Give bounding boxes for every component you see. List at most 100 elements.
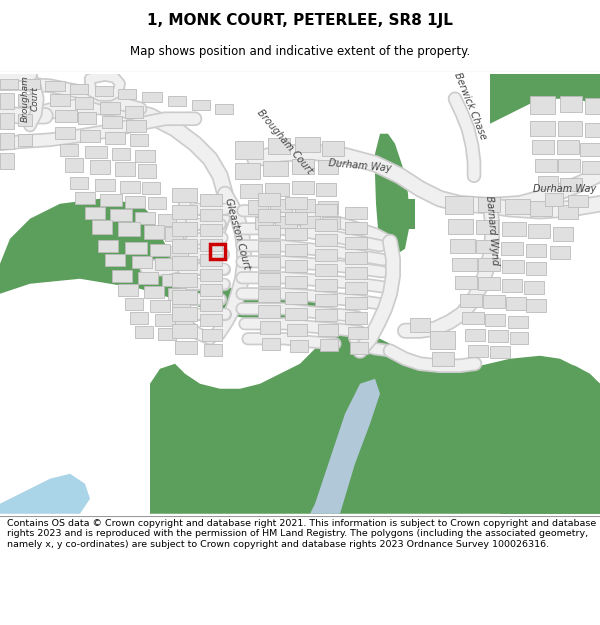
Bar — [476, 240, 498, 252]
Bar — [545, 192, 563, 206]
Bar — [18, 94, 32, 106]
Bar — [502, 222, 526, 236]
Bar — [168, 96, 186, 106]
Bar — [295, 199, 315, 212]
Bar — [150, 300, 170, 312]
Bar — [240, 184, 262, 198]
Bar — [158, 328, 176, 340]
Bar — [0, 152, 14, 169]
Bar — [135, 326, 153, 338]
Bar — [348, 327, 368, 339]
Bar — [118, 89, 136, 99]
Bar — [138, 272, 158, 284]
Bar — [285, 212, 307, 224]
Bar — [268, 138, 290, 154]
Bar — [580, 142, 600, 156]
Bar — [55, 127, 75, 139]
Bar — [345, 282, 367, 294]
Bar — [560, 96, 582, 112]
Bar — [292, 181, 314, 194]
Bar — [502, 279, 522, 292]
Bar — [506, 297, 526, 310]
Bar — [505, 199, 530, 214]
Bar — [318, 201, 338, 214]
Bar — [200, 299, 222, 311]
Bar — [478, 197, 500, 212]
Bar — [0, 112, 14, 129]
Bar — [410, 318, 430, 332]
Bar — [125, 242, 147, 254]
Bar — [200, 209, 222, 221]
Bar — [162, 274, 180, 286]
Bar — [200, 254, 222, 266]
Polygon shape — [490, 74, 600, 124]
Bar — [315, 204, 337, 216]
Bar — [318, 160, 338, 174]
Bar — [200, 239, 222, 251]
Bar — [295, 137, 320, 152]
Text: Brougham
Court: Brougham Court — [20, 76, 40, 122]
Bar — [105, 132, 125, 144]
Bar — [432, 352, 454, 366]
Bar — [535, 159, 557, 172]
Bar — [130, 134, 148, 146]
Bar — [315, 264, 337, 276]
Bar — [530, 121, 555, 136]
Bar — [530, 96, 555, 114]
Bar — [175, 341, 197, 354]
Bar — [168, 288, 186, 300]
Text: Durham Way: Durham Way — [328, 158, 392, 174]
Bar — [345, 297, 367, 309]
Bar — [132, 256, 152, 268]
Bar — [448, 219, 473, 234]
Bar — [258, 257, 280, 270]
Text: 1, MONK COURT, PETERLEE, SR8 1JL: 1, MONK COURT, PETERLEE, SR8 1JL — [147, 12, 453, 28]
Bar — [345, 207, 367, 219]
Bar — [345, 237, 367, 249]
Bar — [285, 308, 307, 320]
Bar — [155, 314, 175, 326]
Bar — [345, 252, 367, 264]
Bar — [258, 272, 280, 286]
Bar — [258, 241, 280, 254]
Bar — [585, 98, 600, 114]
Bar — [144, 225, 164, 239]
Bar — [175, 316, 193, 328]
Bar — [95, 179, 115, 191]
Bar — [300, 216, 320, 227]
Bar — [558, 121, 582, 136]
Bar — [462, 312, 484, 324]
Bar — [550, 246, 570, 259]
Bar — [0, 79, 18, 89]
Bar — [345, 312, 367, 324]
Bar — [172, 290, 197, 304]
Bar — [85, 146, 107, 158]
Text: Map shows position and indicative extent of the property.: Map shows position and indicative extent… — [130, 45, 470, 58]
Bar — [530, 201, 552, 216]
Bar — [263, 161, 288, 176]
Bar — [430, 331, 455, 349]
Bar — [322, 141, 344, 156]
Bar — [483, 295, 505, 308]
Bar — [557, 140, 579, 154]
Bar — [262, 338, 280, 350]
Text: Gleaston Court: Gleaston Court — [223, 198, 251, 271]
Bar — [138, 164, 156, 177]
Bar — [258, 209, 280, 222]
Bar — [158, 214, 176, 226]
Bar — [75, 192, 95, 204]
Bar — [501, 242, 523, 255]
Bar — [70, 84, 88, 94]
Bar — [125, 298, 143, 310]
Bar — [90, 160, 110, 174]
Bar — [112, 148, 130, 160]
Bar — [170, 246, 188, 258]
Bar — [285, 197, 307, 209]
Bar — [455, 276, 477, 289]
Bar — [0, 132, 14, 149]
Bar — [172, 205, 197, 219]
Bar — [270, 199, 292, 212]
Bar — [528, 224, 550, 238]
Bar — [315, 219, 337, 231]
Bar — [200, 284, 222, 296]
